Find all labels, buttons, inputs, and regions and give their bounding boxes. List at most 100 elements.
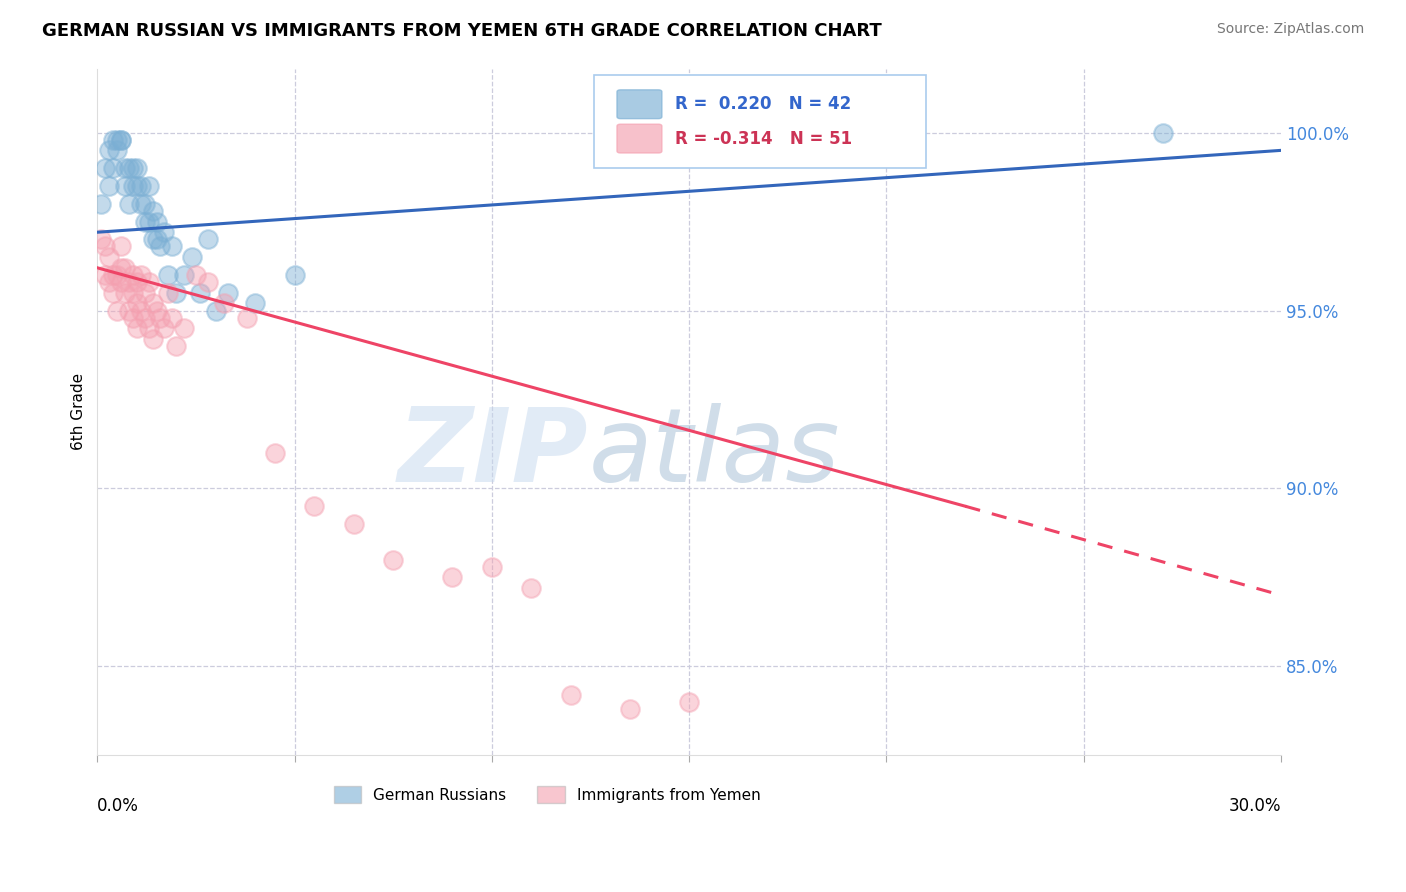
- Point: [101, 133, 124, 147]
- Point: [90, 232, 112, 246]
- Point: [149, 239, 172, 253]
- Point: [110, 260, 132, 275]
- FancyBboxPatch shape: [617, 124, 662, 153]
- Point: [105, 144, 128, 158]
- Point: [145, 303, 167, 318]
- Point: [110, 239, 132, 253]
- Point: [138, 321, 160, 335]
- Point: [110, 133, 132, 147]
- Point: [121, 285, 143, 300]
- Point: [129, 196, 152, 211]
- Point: [114, 260, 136, 275]
- Point: [118, 275, 141, 289]
- Point: [217, 285, 239, 300]
- Point: [129, 178, 152, 193]
- Point: [114, 161, 136, 176]
- Y-axis label: 6th Grade: 6th Grade: [72, 374, 86, 450]
- Legend: German Russians, Immigrants from Yemen: German Russians, Immigrants from Yemen: [328, 780, 766, 810]
- Point: [481, 559, 503, 574]
- Point: [110, 133, 132, 147]
- FancyBboxPatch shape: [595, 76, 927, 168]
- Point: [110, 275, 132, 289]
- Point: [382, 552, 405, 566]
- Point: [184, 268, 207, 282]
- Point: [441, 570, 464, 584]
- Point: [188, 285, 211, 300]
- Point: [343, 516, 366, 531]
- Point: [101, 285, 124, 300]
- Point: [118, 196, 141, 211]
- Point: [138, 214, 160, 228]
- Point: [678, 695, 700, 709]
- Point: [153, 225, 176, 239]
- Point: [236, 310, 259, 325]
- Point: [98, 144, 121, 158]
- Text: 30.0%: 30.0%: [1229, 797, 1281, 814]
- Point: [134, 196, 156, 211]
- Text: atlas: atlas: [589, 403, 839, 503]
- Text: R =  0.220   N = 42: R = 0.220 N = 42: [675, 95, 851, 113]
- Text: ZIP: ZIP: [398, 402, 589, 504]
- Point: [105, 303, 128, 318]
- Point: [153, 321, 176, 335]
- Point: [145, 214, 167, 228]
- Point: [94, 239, 117, 253]
- Point: [129, 268, 152, 282]
- Point: [204, 303, 226, 318]
- Text: Source: ZipAtlas.com: Source: ZipAtlas.com: [1216, 22, 1364, 37]
- Point: [90, 196, 112, 211]
- Point: [121, 161, 143, 176]
- Point: [157, 285, 180, 300]
- Point: [149, 310, 172, 325]
- Point: [118, 161, 141, 176]
- Point: [134, 285, 156, 300]
- Point: [118, 303, 141, 318]
- Point: [101, 161, 124, 176]
- Point: [162, 310, 184, 325]
- Point: [134, 310, 156, 325]
- Point: [212, 296, 235, 310]
- Point: [125, 178, 148, 193]
- Point: [134, 214, 156, 228]
- Point: [105, 268, 128, 282]
- Point: [138, 178, 160, 193]
- Point: [142, 203, 165, 218]
- Point: [1152, 126, 1174, 140]
- Point: [264, 446, 287, 460]
- Point: [101, 268, 124, 282]
- Point: [619, 702, 641, 716]
- Point: [114, 178, 136, 193]
- Point: [243, 296, 266, 310]
- Point: [304, 500, 326, 514]
- Point: [98, 178, 121, 193]
- Point: [560, 688, 582, 702]
- Point: [125, 161, 148, 176]
- Point: [197, 232, 219, 246]
- Point: [121, 178, 143, 193]
- Point: [125, 321, 148, 335]
- Point: [142, 232, 165, 246]
- Point: [94, 268, 117, 282]
- Point: [173, 321, 195, 335]
- Point: [162, 239, 184, 253]
- Text: GERMAN RUSSIAN VS IMMIGRANTS FROM YEMEN 6TH GRADE CORRELATION CHART: GERMAN RUSSIAN VS IMMIGRANTS FROM YEMEN …: [42, 22, 882, 40]
- Point: [98, 275, 121, 289]
- Point: [138, 275, 160, 289]
- Point: [121, 310, 143, 325]
- Point: [114, 285, 136, 300]
- Point: [181, 250, 204, 264]
- Point: [125, 296, 148, 310]
- Point: [197, 275, 219, 289]
- Point: [145, 232, 167, 246]
- Point: [520, 581, 543, 595]
- Point: [157, 268, 180, 282]
- Point: [125, 275, 148, 289]
- Point: [129, 303, 152, 318]
- FancyBboxPatch shape: [617, 90, 662, 119]
- Point: [105, 133, 128, 147]
- Point: [284, 268, 307, 282]
- Point: [94, 161, 117, 176]
- Point: [121, 268, 143, 282]
- Point: [142, 296, 165, 310]
- Point: [173, 268, 195, 282]
